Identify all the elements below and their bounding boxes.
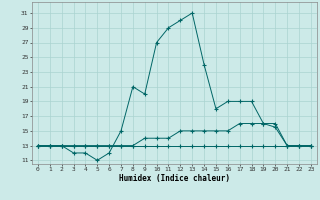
X-axis label: Humidex (Indice chaleur): Humidex (Indice chaleur) bbox=[119, 174, 230, 183]
